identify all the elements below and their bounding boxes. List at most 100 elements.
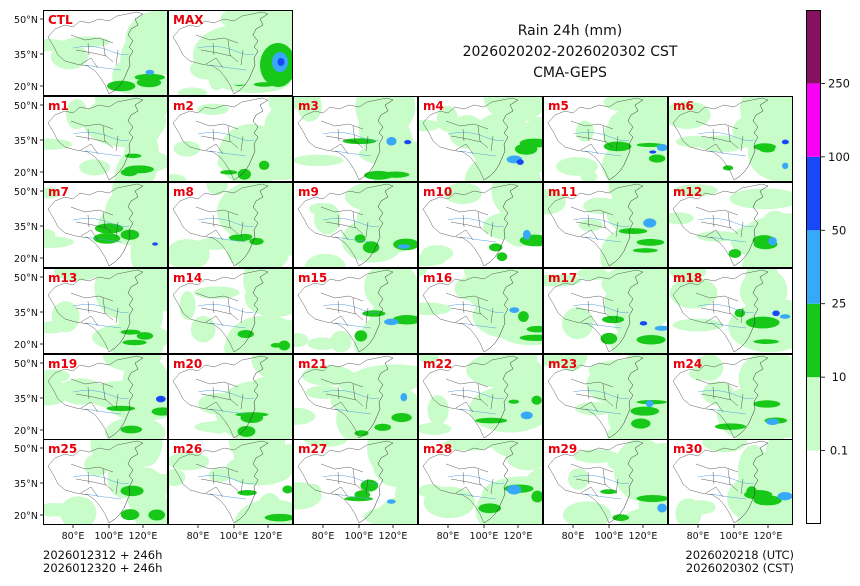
rain-panel: m16 (418, 268, 543, 354)
lon-tick-label: 80°E (687, 531, 710, 542)
rain-panel: m22 (418, 354, 543, 440)
rain-panel: m3 (293, 96, 418, 182)
panel-label: m5 (548, 99, 569, 113)
rain-panel: m5 (543, 96, 668, 182)
rain-panel: m27 (293, 439, 418, 525)
rain-panel: m25 (43, 439, 168, 525)
lat-tick-label: 20°N (14, 254, 38, 265)
lon-tick-label: 100°E (470, 531, 499, 542)
chart-source: CMA-GEPS (533, 65, 607, 81)
rain-panel: m1 (43, 96, 168, 182)
panel-label: m20 (173, 357, 202, 371)
lat-tick-label: 35°N (14, 308, 38, 319)
panel-label: m11 (548, 185, 577, 199)
lon-tick-label: 80°E (312, 531, 335, 542)
lon-tick-label: 80°E (562, 531, 585, 542)
lat-tick-label: 20°N (14, 82, 38, 93)
panel-label: m7 (48, 185, 69, 199)
panel-label: CTL (48, 13, 73, 27)
lat-tick-label: 50°N (14, 359, 38, 370)
colorbar-segment (806, 303, 821, 378)
colorbar-label: 50 (832, 223, 847, 237)
rain-panel: m28 (418, 439, 543, 525)
lat-tick-label: 35°N (14, 50, 38, 61)
lat-tick-label: 20°N (14, 340, 38, 351)
panel-label: m15 (298, 271, 327, 285)
lon-tick-label: 100°E (345, 531, 374, 542)
init-time-1: 2026012312 + 246h (43, 548, 163, 562)
lat-tick-label: 50°N (14, 273, 38, 284)
panel-label: m25 (48, 442, 77, 456)
panel-label: m18 (673, 271, 702, 285)
rain-panel: m6 (668, 96, 793, 182)
panel-label: m13 (48, 271, 77, 285)
lat-tick-label: 35°N (14, 222, 38, 233)
valid-time-utc: 2026020218 (UTC) (685, 548, 794, 562)
rain-panel: m8 (168, 182, 293, 268)
rain-panel: CTL (43, 10, 168, 96)
panel-label: m1 (48, 99, 69, 113)
lon-tick-label: 80°E (62, 531, 85, 542)
colorbar-segment (806, 230, 821, 304)
panel-label: m17 (548, 271, 577, 285)
lat-tick-label: 20°N (14, 168, 38, 179)
chart-title: Rain 24h (mm) (517, 23, 623, 39)
rain-panel: m20 (168, 354, 293, 440)
lon-tick-label: 80°E (187, 531, 210, 542)
panel-label: MAX (173, 13, 204, 27)
colorbar: 0.1 10 25 50 100 250 (806, 10, 850, 524)
lat-tick-label: 35°N (14, 136, 38, 147)
panel-label: m2 (173, 99, 194, 113)
lon-tick-label: 120°E (379, 531, 408, 542)
panel-label: m3 (298, 99, 319, 113)
rain-panel: m2 (168, 96, 293, 182)
rain-panel: m11 (543, 182, 668, 268)
colorbar-label: 250 (828, 76, 850, 90)
rain-panel: m17 (543, 268, 668, 354)
lon-tick-label: 120°E (129, 531, 158, 542)
colorbar-label: 25 (832, 297, 847, 311)
rain-panel: m13 (43, 268, 168, 354)
chart-subtitle: 2026020202-2026020302 CST (462, 44, 678, 60)
rain-panel: m12 (668, 182, 793, 268)
rain-panel: m19 (43, 354, 168, 440)
panel-label: m22 (423, 357, 452, 371)
lon-tick-label: 120°E (754, 531, 783, 542)
rain-panel: m4 (418, 96, 543, 182)
panel-label: m21 (298, 357, 327, 371)
panel-label: m10 (423, 185, 452, 199)
rain-panel: m9 (293, 182, 418, 268)
panel-label: m24 (673, 357, 702, 371)
panel-label: m26 (173, 442, 202, 456)
lat-tick-label: 20°N (14, 511, 38, 522)
panel-label: m30 (673, 442, 702, 456)
panel-label: m28 (423, 442, 452, 456)
rain-panel: m30 (668, 439, 793, 525)
rain-panel: m24 (668, 354, 793, 440)
valid-time-cst: 2026020302 (CST) (685, 561, 794, 575)
colorbar-segment (806, 156, 821, 231)
panel-label: m19 (48, 357, 77, 371)
rain-panel: m10 (418, 182, 543, 268)
rain-panel: m18 (668, 268, 793, 354)
rain-panel: m26 (168, 439, 293, 525)
panel-label: m23 (548, 357, 577, 371)
rain-panel: MAX (168, 10, 293, 96)
lon-tick-label: 100°E (95, 531, 124, 542)
lon-tick-label: 120°E (504, 531, 533, 542)
lon-tick-label: 120°E (629, 531, 658, 542)
rain-panel: m21 (293, 354, 418, 440)
panel-label: m27 (298, 442, 327, 456)
rain-panel: m14 (168, 268, 293, 354)
colorbar-segment (806, 377, 821, 451)
colorbar-segment (806, 10, 821, 84)
panel-label: m6 (673, 99, 694, 113)
panel-label: m16 (423, 271, 452, 285)
init-time-2: 2026012320 + 246h (43, 561, 163, 575)
colorbar-segment (806, 450, 821, 524)
lon-tick-label: 80°E (437, 531, 460, 542)
lon-tick-label: 120°E (254, 531, 283, 542)
panel-label: m29 (548, 442, 577, 456)
panel-label: m9 (298, 185, 319, 199)
